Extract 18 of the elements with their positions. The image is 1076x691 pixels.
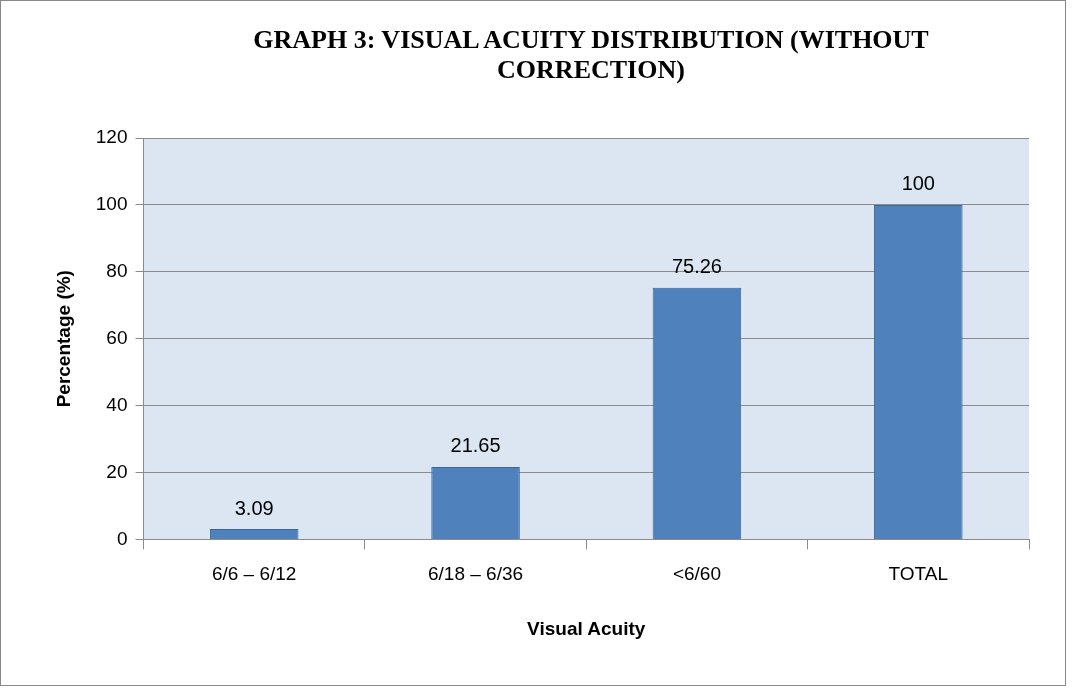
x-tick-label: 6/6 – 6/12 (211, 563, 297, 585)
x-tick-label: <6/60 (672, 563, 721, 585)
y-tick-label: 60 (106, 326, 128, 348)
y-tick-label: 40 (106, 393, 128, 415)
x-axis-title: Visual Acuity (527, 617, 646, 639)
y-tick-label: 120 (95, 126, 128, 148)
data-label: 75.26 (671, 255, 722, 278)
chart-title: GRAPH 3: VISUAL ACUITY DISTRIBUTION (WITHOUT CORRECTION) (252, 25, 930, 85)
y-tick-label: 100 (95, 193, 128, 215)
y-tick-label: 0 (116, 527, 128, 549)
data-label: 100 (901, 172, 935, 195)
data-label: 21.65 (450, 434, 501, 457)
x-tick-label: 6/18 – 6/36 (428, 563, 524, 585)
y-tick-label: 80 (106, 260, 128, 282)
x-tick-label: TOTAL (888, 563, 949, 585)
y-tick-label: 20 (106, 460, 128, 482)
data-label: 3.09 (234, 496, 274, 519)
y-axis-title: Percentage (%) (52, 270, 74, 408)
